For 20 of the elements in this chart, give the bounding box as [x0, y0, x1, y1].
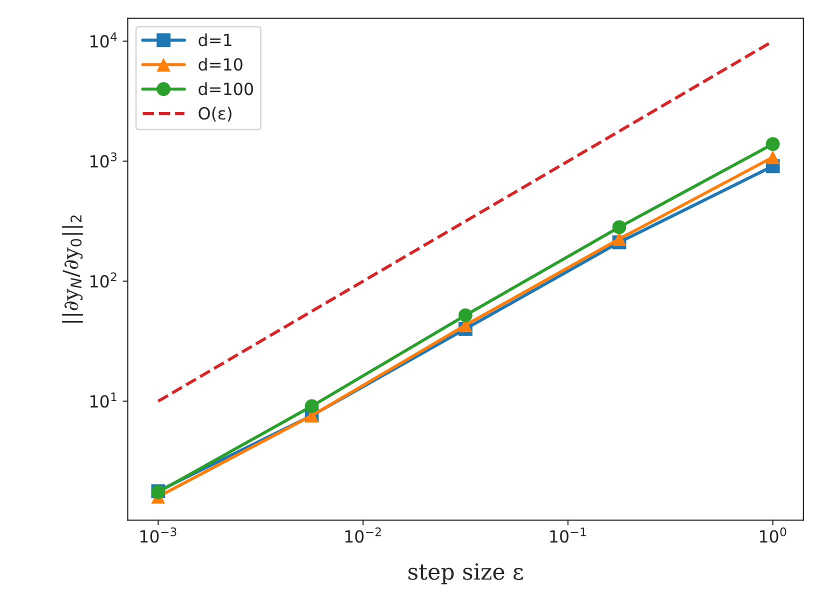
point	[766, 137, 780, 151]
y-tick-label: 10$^{1}$	[90, 392, 116, 408]
point	[304, 399, 319, 414]
legend-label: d=100	[198, 82, 253, 96]
x-tick-label: 10$^{−3}$	[140, 527, 176, 543]
x-tick-label: 10$^{0}$	[760, 527, 786, 543]
point	[458, 308, 472, 322]
legend-label: O(ε)	[198, 106, 232, 122]
point	[766, 150, 780, 164]
y-tick-label: 10$^{4}$	[90, 32, 117, 48]
point	[612, 232, 626, 246]
legend-label: d=1	[198, 33, 232, 46]
x-tick-label: 10$^{−2}$	[345, 527, 381, 543]
point	[612, 220, 626, 234]
legend-label: d=10	[198, 58, 242, 71]
x-tick-label: 10$^{−1}$	[550, 528, 586, 543]
y-tick-label: 10$^{2}$	[90, 272, 116, 288]
y-tick-label: 10$^{3}$	[90, 152, 117, 168]
x-axis-title: step size ε	[408, 563, 523, 584]
y-axis-title: ||∂y$_{N}$/∂y$_{0}$||$_{2}$	[62, 215, 83, 323]
